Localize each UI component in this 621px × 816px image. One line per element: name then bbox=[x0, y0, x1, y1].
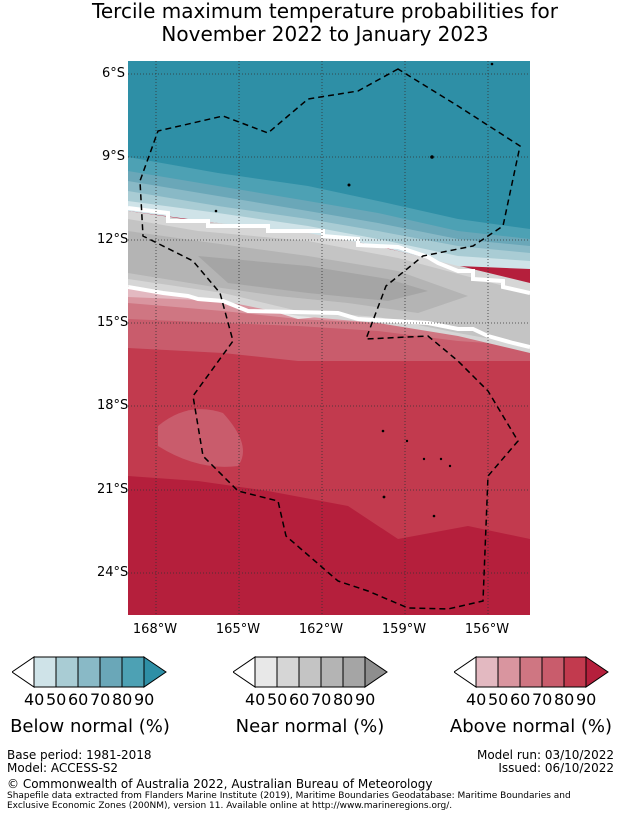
below-tick-60: 60 bbox=[68, 690, 89, 709]
above-tick-70: 70 bbox=[532, 690, 553, 709]
issued-date: Issued: 06/10/2022 bbox=[498, 761, 614, 775]
above-tick-40: 40 bbox=[466, 690, 487, 709]
probability-bands bbox=[128, 61, 530, 615]
lon-label-156w: 156°W bbox=[464, 622, 510, 637]
band-below-90 bbox=[128, 61, 530, 229]
lon-label-162w: 162°W bbox=[298, 622, 344, 637]
shapefile-credit-line2: Exclusive Economic Zones (200NM), versio… bbox=[7, 801, 453, 811]
near-tick-90: 90 bbox=[355, 690, 376, 709]
colorbar-near bbox=[233, 656, 388, 688]
near-tick-60: 60 bbox=[289, 690, 310, 709]
boundary-near-above bbox=[128, 285, 530, 349]
band-near-80 bbox=[198, 256, 428, 301]
near-tick-70: 70 bbox=[311, 690, 332, 709]
boundary-below-near bbox=[128, 206, 530, 295]
legend-label-near: Near normal (%) bbox=[235, 716, 385, 737]
below-tick-50: 50 bbox=[46, 690, 67, 709]
above-tick-60: 60 bbox=[510, 690, 531, 709]
lat-label-9s: 9°S bbox=[101, 149, 125, 164]
colorbar-above bbox=[454, 656, 609, 688]
map-title-line1: Tercile maximum temperature probabilitie… bbox=[92, 0, 558, 23]
below-tick-90: 90 bbox=[134, 690, 155, 709]
band-above-70-patch bbox=[158, 409, 243, 467]
legend-label-below: Below normal (%) bbox=[10, 716, 170, 737]
lon-label-168w: 168°W bbox=[132, 622, 178, 637]
above-tick-80: 80 bbox=[554, 690, 575, 709]
lat-label-12s: 12°S bbox=[97, 232, 129, 247]
near-tick-40: 40 bbox=[245, 690, 266, 709]
lat-label-21s: 21°S bbox=[97, 482, 129, 497]
shapefile-credit-line1: Shapefile data extracted from Flanders M… bbox=[7, 791, 571, 801]
below-tick-70: 70 bbox=[90, 690, 111, 709]
islands bbox=[214, 62, 494, 518]
lat-label-6s: 6°S bbox=[101, 66, 125, 81]
eez-boundary bbox=[139, 68, 521, 610]
legend-label-above: Above normal (%) bbox=[449, 716, 613, 737]
near-tick-50: 50 bbox=[267, 690, 288, 709]
above-tick-50: 50 bbox=[488, 690, 509, 709]
base-period: Base period: 1981-2018 bbox=[7, 748, 152, 762]
copyright: © Commonwealth of Australia 2022, Austra… bbox=[7, 777, 433, 791]
lat-label-18s: 18°S bbox=[97, 398, 129, 413]
colorbar-below bbox=[12, 656, 167, 688]
below-tick-80: 80 bbox=[112, 690, 133, 709]
lon-label-165w: 165°W bbox=[215, 622, 261, 637]
near-tick-80: 80 bbox=[333, 690, 354, 709]
model-name: Model: ACCESS-S2 bbox=[7, 761, 119, 775]
lat-label-15s: 15°S bbox=[97, 315, 129, 330]
map-title-line2: November 2022 to January 2023 bbox=[161, 22, 489, 46]
band-above-80 bbox=[128, 331, 530, 539]
lon-label-159w: 159°W bbox=[381, 622, 427, 637]
above-tick-90: 90 bbox=[576, 690, 597, 709]
model-run: Model run: 03/10/2022 bbox=[476, 748, 614, 762]
probability-map bbox=[128, 61, 530, 615]
lat-label-24s: 24°S bbox=[97, 565, 129, 580]
below-tick-40: 40 bbox=[24, 690, 45, 709]
